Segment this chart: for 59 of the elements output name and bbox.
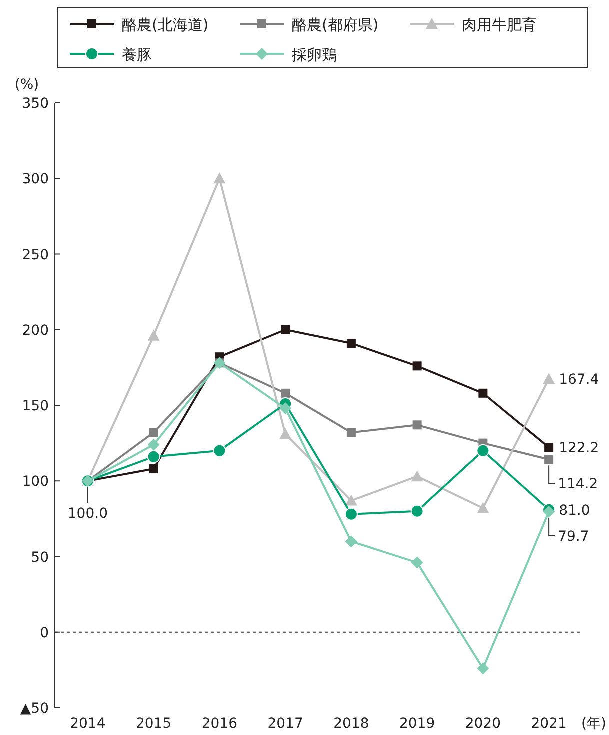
legend-label: 酪農(都府県) [292,16,379,34]
y-tick-label: 50 [31,550,49,566]
x-tick-label: 2015 [136,716,172,732]
x-tick-label: 2014 [70,716,106,732]
point [544,443,554,452]
point [411,556,424,569]
point [147,450,160,464]
x-tick-label: 2021 [531,716,567,732]
data-label: 79.7 [558,528,590,545]
point [280,402,292,415]
y-tick-label: 150 [22,398,49,414]
y-axis-title: (%) [14,77,40,93]
point [281,325,290,334]
point [476,444,490,458]
x-axis-title: (年) [582,716,606,732]
data-label: 114.2 [558,476,598,493]
x-tick-label: 2019 [399,716,436,732]
y-tick-label: ▲50 [20,701,49,717]
y-tick-label: 300 [22,172,49,188]
y-tick-label: 250 [22,247,49,264]
x-tick-label: 2018 [334,716,370,732]
point [213,444,226,458]
data-label: 81.0 [559,502,590,519]
legend-label: 養豚 [122,46,152,64]
point [281,388,290,398]
data-label: 167.4 [559,372,600,388]
point [412,420,422,430]
legend-label: 酪農(北海道) [122,16,209,34]
data-label: 122.2 [559,440,600,457]
point [345,536,358,548]
data-label: 100.0 [68,506,108,522]
point [148,330,160,341]
point [411,470,424,482]
y-tick-label: 200 [22,322,49,339]
point [544,455,554,464]
point [478,388,488,398]
y-tick-label: 350 [22,96,49,112]
point [346,428,356,438]
point [214,172,226,184]
x-tick-label: 2020 [465,716,502,732]
legend-label: 肉用牛肥育 [462,16,537,34]
point [543,506,556,518]
y-tick-label: 100 [22,474,49,490]
point [149,428,158,438]
point [346,338,356,348]
point [410,504,424,518]
y-tick-label: 0 [40,625,49,642]
point [345,494,358,506]
point [280,428,292,440]
x-tick-label: 2016 [202,716,238,732]
point [477,662,490,675]
point [344,508,358,521]
point [148,438,160,451]
point [412,362,422,371]
point [477,502,490,514]
point [149,464,158,474]
x-tick-label: 2017 [268,716,304,732]
point [543,373,556,384]
legend-label: 採卵鶏 [292,46,337,64]
